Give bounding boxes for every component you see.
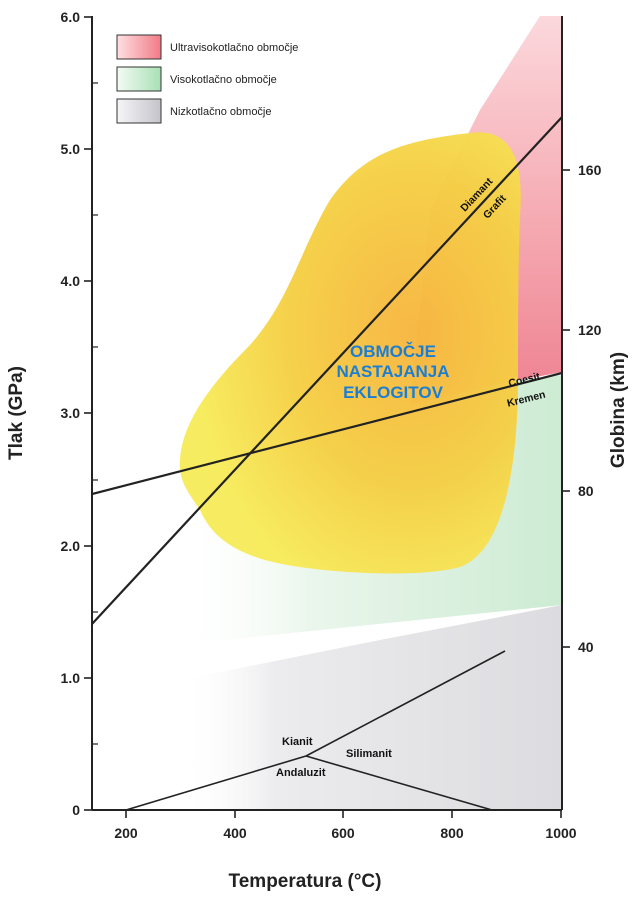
legend-label-high-pressure: Visokotlačno območje (170, 74, 277, 86)
left-major-ticks (84, 16, 92, 811)
diamond-graphite-line (92, 116, 562, 625)
region-label-line-3: EKLOGITOV (343, 383, 443, 402)
left-tick-labels: 0 1.0 2.0 3.0 4.0 5.0 6.0 (61, 9, 81, 818)
y-right-tick-label: 80 (578, 483, 594, 499)
y-left-tick-label: 3.0 (61, 405, 81, 421)
label-kianit: Kianit (282, 736, 313, 748)
y-right-tick-label: 120 (578, 322, 602, 338)
eclogite-formation-field (179, 132, 521, 574)
y-left-axis-title: Tlak (GPa) (6, 366, 27, 460)
legend-label-ultra-high-pressure: Ultravisokotlačno območje (170, 42, 298, 54)
x-tick-label: 800 (440, 825, 464, 841)
bottom-ticks (125, 810, 562, 818)
y-right-tick-label: 40 (578, 639, 594, 655)
y-left-tick-label: 2.0 (61, 538, 81, 554)
y-left-tick-label: 6.0 (61, 9, 81, 25)
eclogite-region-label: OBMOČJE NASTAJANJA EKLOGITOV (336, 342, 449, 402)
phase-lines (92, 116, 562, 810)
y-left-tick-label: 4.0 (61, 273, 81, 289)
x-tick-label: 1000 (545, 825, 576, 841)
x-tick-label: 600 (331, 825, 355, 841)
low-pressure-field (180, 605, 562, 810)
coesite-quartz-line (92, 371, 562, 496)
legend-swatch-ultra-high-pressure (116, 34, 162, 60)
left-minor-ticks (92, 82, 98, 745)
label-andaluzit: Andaluzit (276, 767, 326, 779)
x-tick-label: 200 (114, 825, 138, 841)
right-tick-labels: 40 80 120 160 (578, 162, 602, 655)
region-label-line-2: NASTAJANJA (336, 362, 449, 381)
x-tick-label: 400 (223, 825, 247, 841)
region-label-line-1: OBMOČJE (350, 342, 436, 361)
label-silimanit: Silimanit (346, 748, 392, 760)
y-left-tick-label: 5.0 (61, 141, 81, 157)
legend-label-low-pressure: Nizkotlačno območje (170, 106, 272, 118)
andalusite-sillimanite-line (305, 755, 493, 810)
legend-swatch-high-pressure (116, 66, 162, 92)
legend-swatch-low-pressure (116, 98, 162, 124)
andalusite-kyanite-line (125, 755, 307, 810)
x-axis-title: Temperatura (°C) (229, 871, 382, 892)
y-left-tick-label: 0 (72, 802, 80, 818)
y-right-tick-label: 160 (578, 162, 602, 178)
bottom-tick-labels: 200 400 600 800 1000 (114, 825, 576, 841)
right-ticks (562, 169, 570, 648)
y-right-axis-title: Globina (km) (608, 352, 629, 468)
y-left-tick-label: 1.0 (61, 670, 81, 686)
kyanite-sillimanite-line (305, 650, 506, 757)
legend: Ultravisokotlačno območje Visokotlačno o… (116, 34, 298, 124)
